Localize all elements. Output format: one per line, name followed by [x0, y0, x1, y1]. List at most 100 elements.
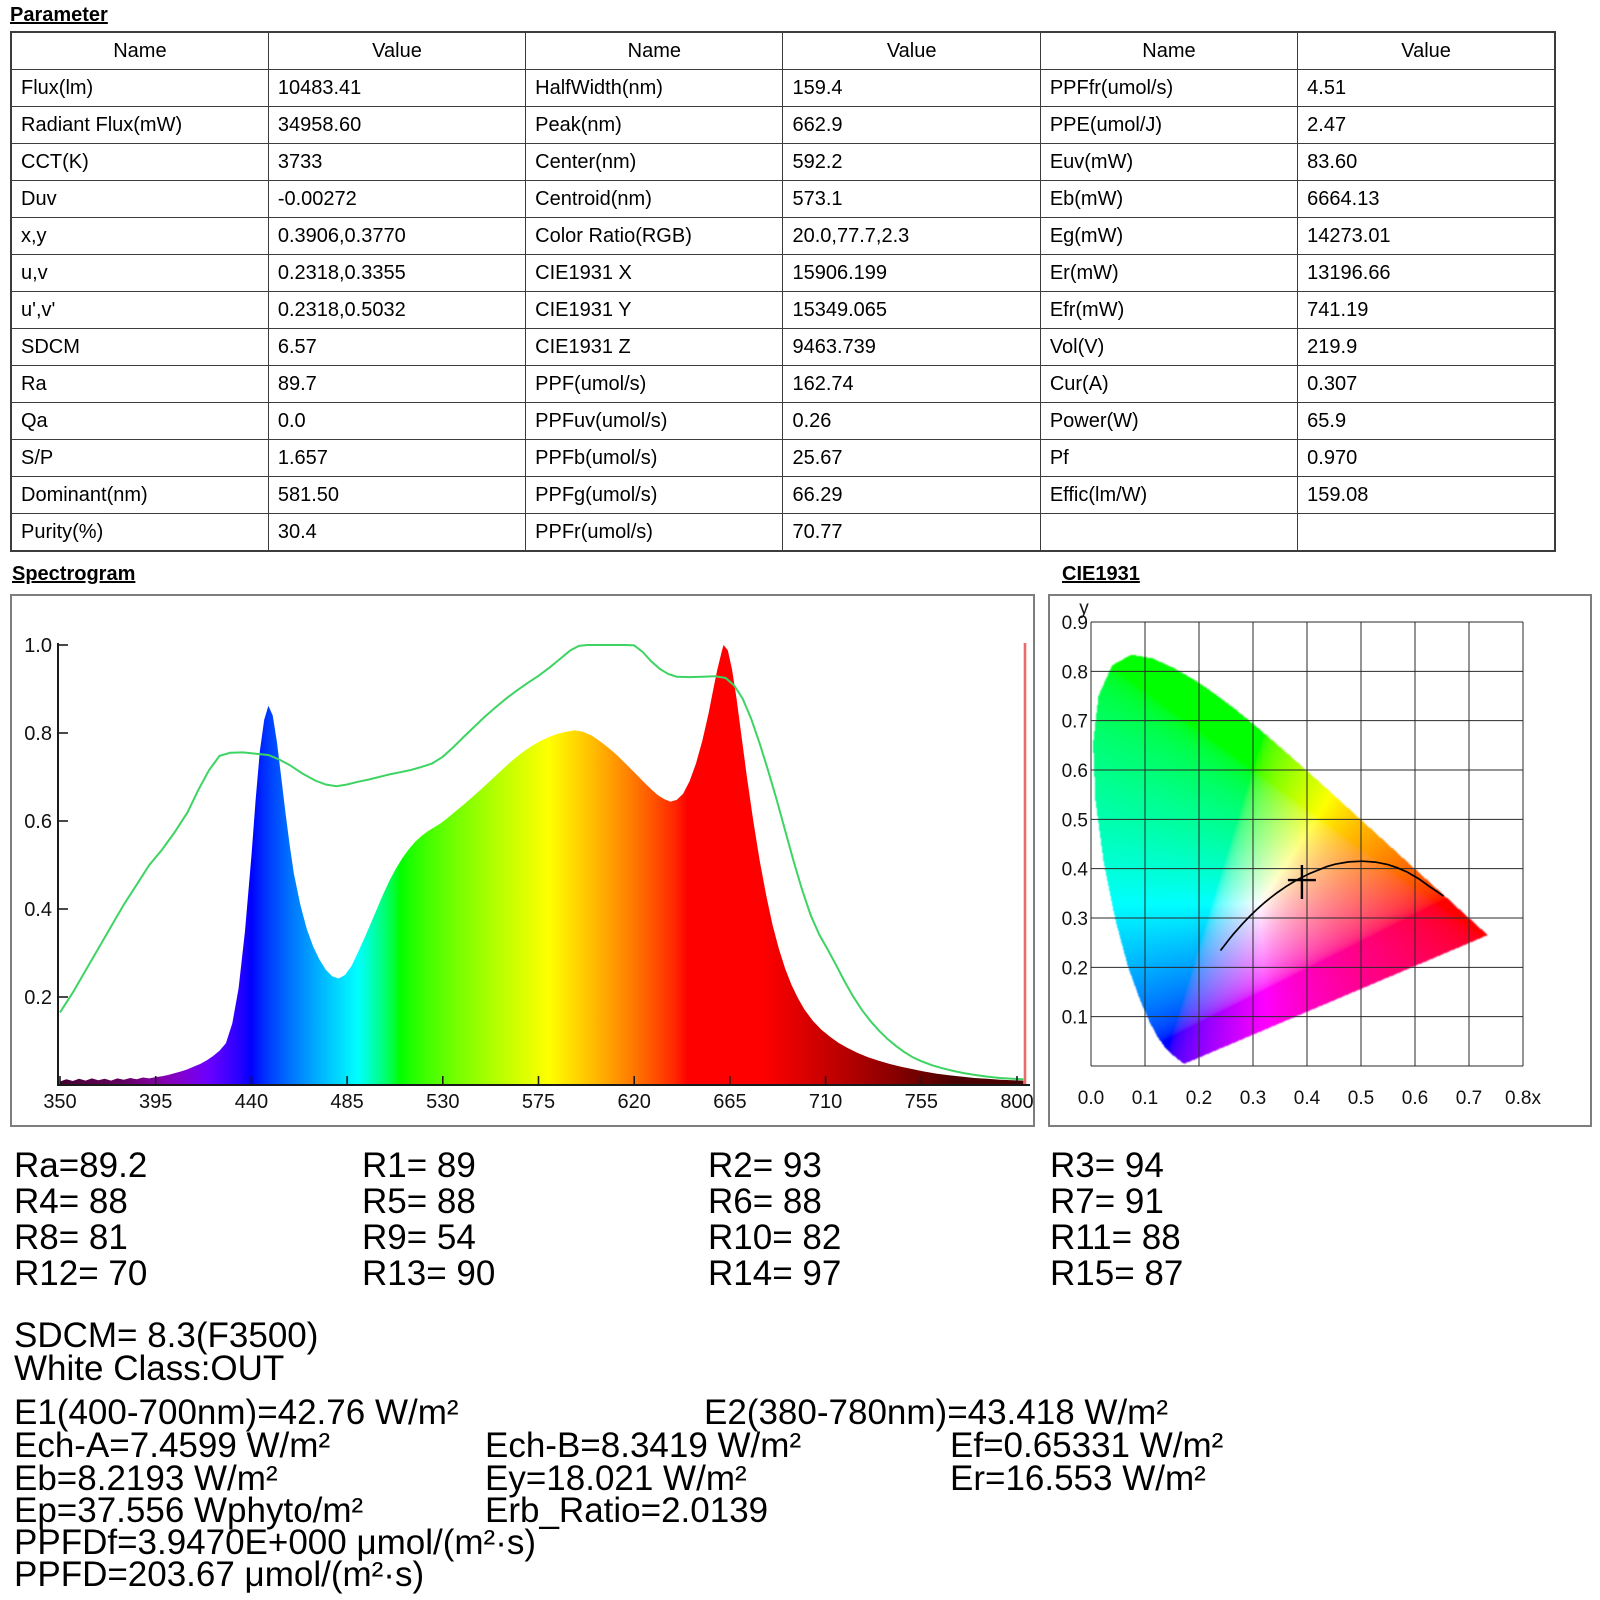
- parameter-value-cell: 159.08: [1297, 476, 1556, 514]
- spectrogram-x-tick-label: 620: [618, 1091, 651, 1113]
- cie-x-tick-label: 0.3: [1240, 1088, 1266, 1109]
- parameter-name-cell: Flux(lm): [10, 69, 269, 107]
- parameter-value-cell: 0.0: [267, 402, 527, 440]
- cie-y-axis-label: y: [1079, 598, 1089, 619]
- parameter-name-cell: HalfWidth(nm): [525, 69, 784, 107]
- cri-value: R1= 89: [362, 1146, 476, 1185]
- parameter-value-cell: 89.7: [267, 365, 527, 403]
- parameter-table-header-cell: Value: [267, 31, 527, 70]
- spectrogram-section-title: Spectrogram: [12, 563, 136, 585]
- parameter-value-cell: 6664.13: [1297, 180, 1556, 218]
- parameter-value-cell: 65.9: [1297, 402, 1556, 440]
- parameter-name-cell: Eb(mW): [1039, 180, 1299, 218]
- cie-y-tick-label: 0.9: [1062, 613, 1088, 634]
- parameter-table-row: u',v' 0.2318,0.5032 CIE1931 Y 15349.065 Efr(…: [10, 291, 1556, 329]
- parameter-value-cell: 0.307: [1297, 365, 1556, 403]
- parameter-name-cell: Ra: [10, 365, 269, 403]
- parameter-name-cell: CIE1931 X: [525, 254, 784, 292]
- cie-section-title: CIE1931: [1062, 563, 1140, 585]
- parameter-table-header-cell: Value: [782, 31, 1041, 70]
- parameter-table-row: Qa 0.0 PPFuv(umol/s) 0.26 Power(W) 65.9: [10, 402, 1556, 440]
- spectrogram-x-tick-label: 350: [43, 1091, 76, 1113]
- parameter-value-cell: 20.0,77.7,2.3: [782, 217, 1041, 255]
- cri-value: R14= 97: [708, 1254, 842, 1293]
- parameter-value-cell: 592.2: [782, 143, 1041, 181]
- parameter-value-cell: 0.26: [782, 402, 1041, 440]
- cie-x-tick-label: 0.7: [1456, 1088, 1482, 1109]
- parameter-name-cell: S/P: [10, 439, 269, 477]
- parameter-value-cell: 159.4: [782, 69, 1041, 107]
- spectrogram-y-tick-label: 0.6: [24, 811, 52, 833]
- parameter-table-row: Purity(%) 30.4 PPFr(umol/s) 70.77: [10, 513, 1556, 552]
- spectrogram-panel: 0.2 0.4 0.6 0.8 1.0 350 395 440 485 530 575 620 665 7…: [10, 594, 1035, 1127]
- cie-chromaticity-panel: y 0.9 0.8 0.7 0.6 0.5 0.4 0.3 0.2 0.1 0.0 0.1 0.2 0.3…: [1048, 594, 1592, 1127]
- parameter-value-cell: 662.9: [782, 106, 1041, 144]
- cri-value: R11= 88: [1050, 1218, 1181, 1257]
- parameter-value-cell: 70.77: [782, 513, 1041, 552]
- parameter-name-cell: Duv: [10, 180, 269, 218]
- irradiance-value: E1(400-700nm)=42.76 W/m²: [14, 1393, 459, 1432]
- cie-x-tick-label: 0.0: [1078, 1088, 1104, 1109]
- parameter-name-cell: PPFfr(umol/s): [1039, 69, 1299, 107]
- parameter-value-cell: 83.60: [1297, 143, 1556, 181]
- irradiance-value: E2(380-780nm)=43.418 W/m²: [704, 1393, 1168, 1432]
- cie-y-tick-label: 0.5: [1062, 810, 1088, 831]
- parameter-value-cell: 25.67: [782, 439, 1041, 477]
- parameter-value-cell: -0.00272: [267, 180, 527, 218]
- cri-value: R9= 54: [362, 1218, 476, 1257]
- cie-x-tick-label: 0.2: [1186, 1088, 1212, 1109]
- parameter-name-cell: PPE(umol/J): [1039, 106, 1299, 144]
- parameter-name-cell: SDCM: [10, 328, 269, 366]
- parameter-value-cell: 1.657: [267, 439, 527, 477]
- parameter-table: Name Value Name Value Name Value Flux(lm) 1048…: [10, 31, 1556, 552]
- cie-y-tick-label: 0.6: [1062, 761, 1088, 782]
- irradiance-value: Ep=37.556 Wphyto/m²: [14, 1491, 364, 1530]
- sdcm-line: SDCM= 8.3(F3500): [14, 1316, 319, 1355]
- parameter-name-cell: Eg(mW): [1039, 217, 1299, 255]
- parameter-value-cell: 573.1: [782, 180, 1041, 218]
- parameter-value-cell: 0.2318,0.5032: [267, 291, 527, 329]
- parameter-name-cell: Efr(mW): [1039, 291, 1299, 329]
- parameter-table-row: Dominant(nm) 581.50 PPFg(umol/s) 66.29 Effic…: [10, 476, 1556, 514]
- parameter-name-cell: Euv(mW): [1039, 143, 1299, 181]
- cie-y-tick-label: 0.1: [1062, 1008, 1088, 1029]
- irradiance-value: Eb=8.2193 W/m²: [14, 1459, 278, 1498]
- spectrogram-y-tick-label: 0.4: [24, 899, 52, 921]
- parameter-value-cell: 34958.60: [267, 106, 527, 144]
- parameter-value-cell: 162.74: [782, 365, 1041, 403]
- parameter-value-cell: 6.57: [267, 328, 527, 366]
- parameter-table-row: CCT(K) 3733 Center(nm) 592.2 Euv(mW) 83.60: [10, 143, 1556, 181]
- parameter-name-cell: CCT(K): [10, 143, 269, 181]
- parameter-name-cell: PPFg(umol/s): [525, 476, 784, 514]
- spectrum-area: [60, 645, 1024, 1085]
- cie-x-tick-label: 0.6: [1402, 1088, 1428, 1109]
- parameter-table-header-cell: Value: [1297, 31, 1556, 70]
- parameter-table-row: S/P 1.657 PPFb(umol/s) 25.67 Pf 0.970: [10, 439, 1556, 477]
- parameter-name-cell: PPF(umol/s): [525, 365, 784, 403]
- parameter-value-cell: 15906.199: [782, 254, 1041, 292]
- parameter-name-cell: u,v: [10, 254, 269, 292]
- parameter-table-header-cell: Name: [525, 31, 784, 70]
- spectrogram-y-tick-label: 0.2: [24, 987, 52, 1009]
- parameter-table-header-cell: Name: [1039, 31, 1299, 70]
- parameter-name-cell: Qa: [10, 402, 269, 440]
- parameter-name-cell: Peak(nm): [525, 106, 784, 144]
- cri-value: R2= 93: [708, 1146, 822, 1185]
- spectrogram-x-tick-label: 710: [809, 1091, 842, 1113]
- cie-x-tick-label: 0.4: [1294, 1088, 1321, 1109]
- spectrogram-y-tick-label: 1.0: [24, 635, 52, 657]
- irradiance-value: PPFD=203.67 μmol/(m²·s): [14, 1555, 425, 1594]
- irradiance-value: PPFDf=3.9470E+000 μmol/(m²·s): [14, 1523, 537, 1562]
- parameter-name-cell: Centroid(nm): [525, 180, 784, 218]
- parameter-name-cell: Center(nm): [525, 143, 784, 181]
- cri-value: R5= 88: [362, 1182, 476, 1221]
- parameter-name-cell: Pf: [1039, 439, 1299, 477]
- spectrogram-x-tick-label: 800: [1000, 1091, 1033, 1113]
- spectrogram-x-tick-label: 575: [522, 1091, 555, 1113]
- cri-value: R3= 94: [1050, 1146, 1164, 1185]
- cri-value: R6= 88: [708, 1182, 822, 1221]
- parameter-value-cell: 0.2318,0.3355: [267, 254, 527, 292]
- parameter-table-row: SDCM 6.57 CIE1931 Z 9463.739 Vol(V) 219.9: [10, 328, 1556, 366]
- parameter-name-cell: CIE1931 Y: [525, 291, 784, 329]
